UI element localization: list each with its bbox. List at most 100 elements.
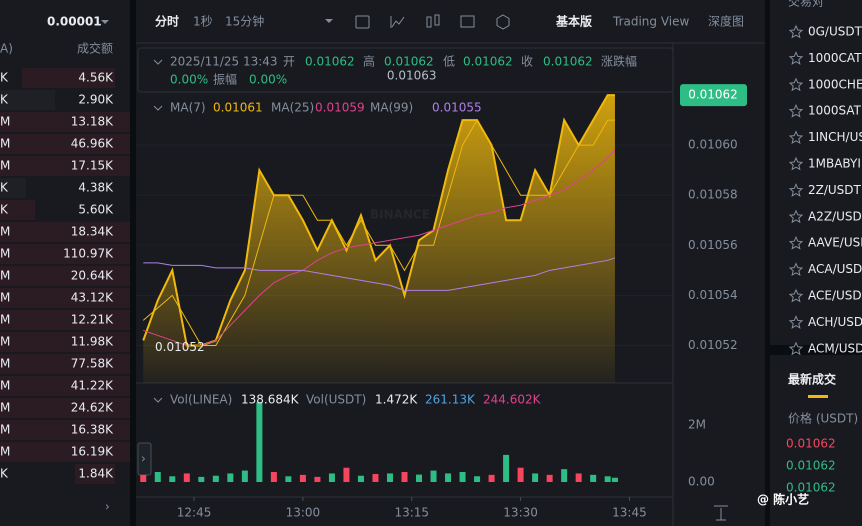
- volume-bar: [343, 467, 350, 482]
- low-label: 0.01052: [155, 340, 205, 354]
- x-tick-label: 13:00: [286, 506, 321, 520]
- star-icon[interactable]: [788, 288, 804, 303]
- star-icon[interactable]: [788, 315, 804, 329]
- volume-bar: [241, 470, 248, 482]
- y-tick-label: 0.01060: [688, 138, 738, 152]
- depth-bar: [0, 442, 130, 462]
- interval-tab[interactable]: 15分钟: [225, 14, 264, 29]
- scale-icon[interactable]: [714, 505, 728, 521]
- star-icon[interactable]: [788, 262, 804, 277]
- row-unit: M: [0, 159, 10, 173]
- pair-name[interactable]: 1000SAT: [808, 104, 862, 118]
- pair-name[interactable]: ACH/USD: [808, 315, 862, 329]
- y-tick-label: 0.01054: [688, 288, 738, 302]
- ma-legend-name: MA(25): [271, 101, 314, 115]
- icon[interactable]: [434, 14, 440, 26]
- volume-bar: [590, 474, 597, 482]
- volume-bar: [445, 473, 452, 482]
- icon[interactable]: [355, 15, 370, 29]
- depth-bar: [0, 112, 130, 132]
- y-tick-label: 0.01056: [688, 238, 738, 252]
- current-price: 0.01062: [688, 88, 738, 102]
- row-amount: 20.64K: [71, 269, 114, 283]
- volume-bar: [270, 472, 277, 482]
- star-icon[interactable]: [788, 341, 804, 356]
- depth-bar: [22, 68, 115, 88]
- info-value: 0.00%: [170, 73, 208, 87]
- row-amount: 4.56K: [78, 71, 114, 85]
- star-icon[interactable]: [788, 130, 804, 145]
- mode-tab[interactable]: 基本版: [555, 14, 592, 29]
- star-icon[interactable]: [788, 156, 804, 171]
- info-label: 涨跌幅: [601, 54, 637, 69]
- volume-bar: [314, 476, 321, 482]
- volume-bar: [517, 467, 524, 482]
- collapse-icon[interactable]: [153, 105, 163, 111]
- row-unit: K: [0, 181, 9, 195]
- depth-bar: [0, 266, 130, 286]
- row-unit: M: [0, 313, 10, 327]
- depth-bar: [0, 222, 130, 242]
- info-value: 0.01062: [463, 55, 513, 69]
- star-icon[interactable]: [788, 235, 804, 250]
- star-icon[interactable]: [788, 209, 804, 224]
- interval-tab[interactable]: 分时: [155, 14, 179, 29]
- trade-price: 0.01062: [786, 459, 836, 473]
- star-icon[interactable]: [788, 183, 804, 197]
- icon[interactable]: [426, 16, 432, 28]
- icon[interactable]: [460, 15, 475, 28]
- collapse-icon[interactable]: [153, 59, 163, 65]
- mode-tab[interactable]: Trading View: [612, 15, 690, 29]
- dropdown-icon: [101, 20, 109, 24]
- icon[interactable]: [496, 14, 510, 30]
- row-amount: 17.15K: [71, 159, 114, 173]
- pair-name[interactable]: 1000CAT: [808, 51, 862, 65]
- next-button[interactable]: ›: [105, 500, 110, 514]
- row-amount: 43.12K: [71, 291, 114, 305]
- volume-bar: [285, 476, 292, 482]
- pair-name[interactable]: 0G/USDT: [808, 25, 862, 39]
- info-label: 振幅: [213, 72, 237, 87]
- pair-name[interactable]: ACA/USD: [808, 262, 862, 276]
- dropdown-icon[interactable]: [325, 19, 333, 23]
- pairs-panel: [770, 0, 862, 345]
- tick-size[interactable]: 0.00001: [47, 15, 102, 29]
- depth-bar: [0, 156, 130, 176]
- row-amount: 4.38K: [78, 181, 114, 195]
- volume-legend: Vol(USDT): [306, 393, 366, 407]
- x-tick-label: 12:45: [177, 506, 212, 520]
- scroll-icon: ›: [141, 452, 146, 466]
- star-icon[interactable]: [788, 51, 804, 65]
- volume-bar: [459, 472, 466, 482]
- interval-tab[interactable]: 1秒: [193, 15, 213, 29]
- star-icon[interactable]: [788, 103, 804, 118]
- star-icon[interactable]: [788, 24, 804, 39]
- icon[interactable]: [391, 16, 405, 28]
- pair-name[interactable]: 1MBABYI: [808, 157, 861, 171]
- row-unit: M: [0, 445, 10, 459]
- volume-bar: [416, 474, 423, 482]
- volume-legend: 244.602K: [483, 393, 542, 407]
- pair-name[interactable]: A2Z/USD: [808, 209, 862, 223]
- collapse-icon[interactable]: [153, 397, 163, 403]
- pair-name[interactable]: 1INCH/US: [808, 130, 862, 144]
- pair-name[interactable]: 1000CHE: [808, 77, 862, 91]
- tab-underline: [808, 395, 828, 398]
- pair-name[interactable]: AAVE/USD: [808, 236, 862, 250]
- star-icon[interactable]: [788, 77, 804, 92]
- x-tick-label: 13:30: [503, 506, 538, 520]
- current-price-tag: [680, 84, 747, 107]
- ma-line: [143, 257, 616, 291]
- info-value: 0.01062: [305, 55, 355, 69]
- pair-name[interactable]: 2Z/USDT: [808, 183, 862, 197]
- pair-name[interactable]: ACE/USD: [808, 289, 862, 303]
- trades-title: 最新成交: [788, 372, 836, 387]
- y-tick-label: 0.01058: [688, 188, 738, 202]
- row-unit: K: [0, 467, 9, 481]
- volume-bar: [140, 474, 147, 482]
- volume-bar: [328, 473, 335, 482]
- mode-tab[interactable]: 深度图: [708, 14, 744, 29]
- pair-name[interactable]: ACM/USD: [808, 341, 862, 355]
- row-amount: 16.19K: [71, 445, 114, 459]
